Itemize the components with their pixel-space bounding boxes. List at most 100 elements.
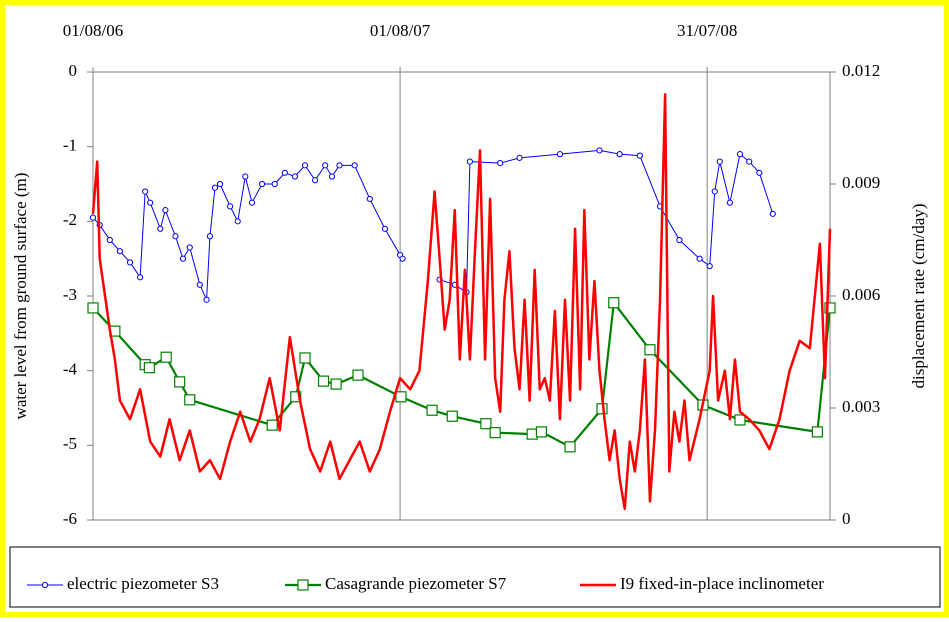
y-tick-label: 0 [69, 61, 78, 80]
data-point [116, 248, 124, 255]
y-tick-label: -2 [63, 210, 77, 229]
x-tick-label: 31/07/08 [677, 21, 737, 40]
x-tick-label: 01/08/06 [63, 21, 123, 40]
data-point [196, 281, 203, 288]
data-point [266, 419, 278, 431]
data-point [466, 158, 474, 165]
data-point [366, 195, 373, 203]
data-point [756, 169, 763, 176]
data-point [716, 158, 723, 165]
y-axis-label: water level from ground surface (m) [11, 173, 30, 420]
data-point [746, 158, 753, 165]
data-point [676, 236, 683, 244]
data-point [248, 199, 256, 206]
y2-tick-label: 0.006 [842, 285, 880, 304]
data-point [142, 188, 149, 195]
y2-axis-label: displacement rate (cm/day) [909, 203, 928, 388]
data-point [395, 391, 407, 403]
data-point [89, 214, 97, 221]
data-point [242, 173, 249, 180]
data-point [736, 151, 744, 158]
legend-label: Casagrande piezometer S7 [325, 574, 507, 593]
y2-tick-label: 0.012 [842, 61, 880, 80]
data-point [143, 362, 155, 374]
data-point [203, 296, 210, 303]
data-point [328, 173, 336, 180]
data-point [291, 173, 299, 180]
series-line [91, 93, 832, 511]
data-point [526, 428, 538, 440]
data-point [330, 378, 342, 390]
y-tick-label: -4 [63, 360, 78, 379]
y-tick-label: -1 [63, 136, 77, 155]
data-point [186, 244, 193, 251]
data-point [351, 162, 358, 169]
data-point [259, 180, 266, 188]
y2-tick-label: 0 [842, 509, 851, 528]
data-point [696, 255, 703, 262]
data-point [301, 162, 309, 169]
legend-marker [297, 579, 309, 591]
data-point [106, 236, 113, 244]
y-tick-label: -5 [63, 434, 77, 453]
data-point [322, 162, 329, 169]
data-point [711, 188, 718, 195]
data-point [824, 302, 836, 314]
data-point [811, 426, 823, 438]
data-point [299, 352, 311, 364]
y-tick-label: -6 [63, 509, 77, 528]
data-point [734, 414, 746, 426]
data-point [446, 410, 458, 422]
data-point [216, 180, 224, 188]
y-tick-label: -3 [63, 285, 77, 304]
data-point [160, 351, 172, 363]
data-point [516, 154, 523, 161]
y2-tick-label: 0.003 [842, 397, 880, 416]
legend-label: electric piezometer S3 [67, 574, 219, 593]
data-point [206, 233, 214, 240]
series-line [92, 301, 832, 448]
data-point [184, 394, 196, 406]
data-point [480, 418, 492, 430]
legend-box [9, 546, 941, 608]
data-point [352, 369, 364, 381]
data-point [497, 159, 504, 167]
data-point [227, 203, 234, 210]
data-point [281, 169, 288, 176]
data-point [556, 151, 564, 158]
data-point [317, 375, 330, 387]
data-point [564, 441, 576, 453]
data-point [616, 151, 623, 158]
data-point [179, 255, 187, 262]
data-point [381, 225, 389, 232]
data-point [147, 199, 154, 206]
data-point [211, 184, 219, 191]
data-point [126, 259, 134, 266]
data-point [726, 199, 733, 206]
legend-marker [41, 581, 49, 589]
data-point [769, 210, 776, 217]
data-point [87, 302, 99, 314]
data-point [535, 426, 548, 438]
data-point [172, 233, 179, 240]
data-point [706, 263, 713, 270]
data-point [290, 391, 302, 403]
data-point [636, 152, 643, 159]
plot-area [92, 71, 831, 521]
data-point [489, 427, 501, 439]
data-point [234, 218, 241, 225]
data-point [399, 255, 406, 262]
data-point [608, 297, 620, 309]
data-point [596, 147, 603, 154]
data-point [426, 404, 438, 416]
x-tick-label: 01/08/07 [370, 21, 431, 40]
data-point [162, 207, 169, 214]
data-point [174, 376, 186, 388]
data-point [271, 180, 278, 188]
y2-tick-label: 0.009 [842, 173, 880, 192]
legend-label: I9 fixed-in-place inclinometer [620, 574, 824, 593]
data-point [312, 177, 319, 184]
data-point [644, 344, 656, 356]
